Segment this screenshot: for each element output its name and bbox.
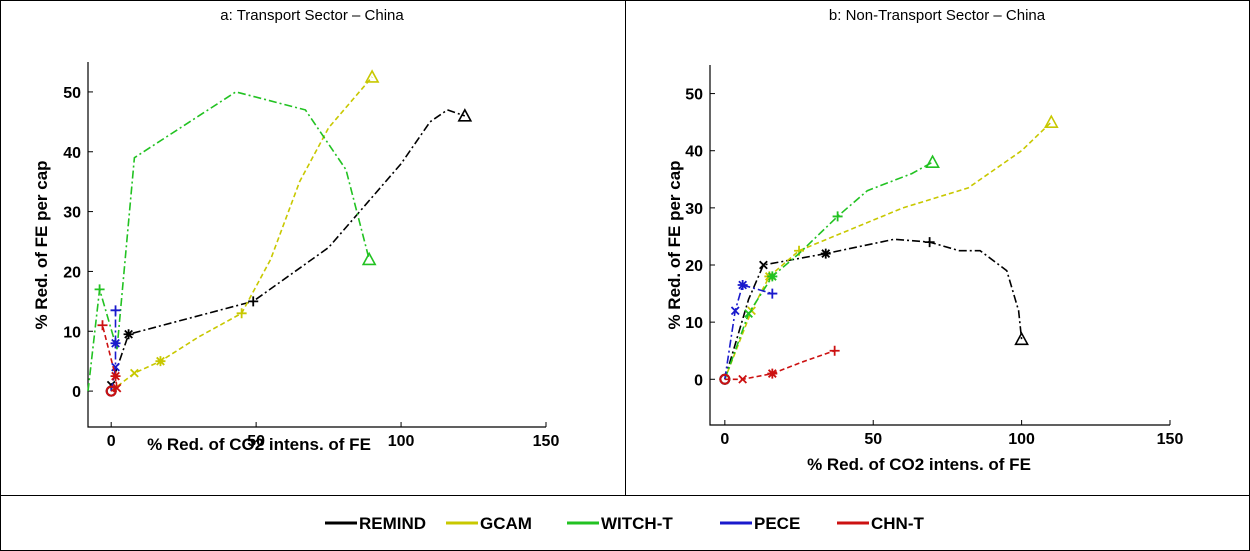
data-point-remind [457,108,473,122]
axis-lines [87,62,546,428]
data-point-chn-t [97,320,108,331]
y-tick-label: 50 [685,87,703,104]
y-tick-label: 20 [63,264,81,281]
data-point-witch-t [767,271,778,282]
x-tick-label: 0 [107,433,116,450]
legend: REMIND GCAM WITCH-T PECE CHN-T [325,514,924,533]
x-tick-label: 0 [720,431,729,448]
data-point-gcam [364,69,380,83]
x-tick-label: 100 [1008,431,1035,448]
y-tick-label: 40 [685,144,703,161]
legend-item-remind: REMIND [325,514,426,533]
data-point-witch-t [832,211,843,222]
panel-a-title: a: Transport Sector – China [220,7,404,24]
data-point-witch-t [94,284,105,295]
legend-item-gcam: GCAM [446,514,532,533]
y-tick-label: 30 [685,201,703,218]
legend-label: CHN-T [871,514,924,533]
data-point-remind [924,237,935,248]
data-point-chn-t [110,371,121,382]
data-point-chn-t [767,368,778,379]
axis-lines [709,65,1170,426]
data-point-remind [820,248,831,259]
data-point-witch-t [361,251,377,266]
data-point-remind [248,296,259,307]
x-tick-label: 50 [247,433,265,450]
data-point-chn-t [738,374,748,384]
series-line-witch-t [87,91,370,392]
y-tick-label: 50 [63,85,81,102]
panel-a-ylabel: % Red. of FE per cap [32,160,51,329]
data-point-gcam [1043,114,1059,128]
x-tick-label: 100 [388,433,415,450]
legend-label: PECE [754,514,800,533]
data-point-chn-t [105,385,117,397]
series-line-pece [724,284,773,380]
data-point-pece [737,280,748,290]
y-tick-label: 10 [685,315,703,332]
legend-label: WITCH-T [601,514,673,533]
data-point-remind [759,260,768,270]
data-point-gcam [155,356,166,367]
data-point-gcam [129,368,139,378]
panel-a-xlabel: % Red. of CO2 intens. of FE [147,435,371,454]
series-line-chn-t [101,325,118,392]
data-point-witch-t [925,154,940,168]
y-tick-label: 20 [685,258,703,275]
panel-a-plot: 0 50 100 150 0 10 20 30 40 50 [63,62,559,450]
data-point-remind [1014,331,1029,346]
data-point-pece [110,338,121,349]
x-tick-label: 150 [1157,431,1184,448]
data-point-chn-t [112,383,122,393]
x-tick-label: 150 [533,433,560,450]
legend-item-pece: PECE [720,514,800,533]
data-point-remind [123,329,134,340]
data-point-pece [730,306,740,316]
data-point-witch-t [744,309,753,318]
y-tick-label: 0 [72,384,81,401]
panel-b-title: b: Non-Transport Sector – China [829,7,1046,24]
panel-b-plot: 0 50 100 150 0 10 20 30 40 50 [685,65,1183,448]
panel-b-ylabel: % Red. of FE per cap [665,160,684,329]
data-point-pece [110,305,121,316]
y-tick-label: 30 [63,205,81,222]
legend-label: GCAM [480,514,532,533]
y-tick-label: 40 [63,145,81,162]
y-tick-label: 10 [63,324,81,341]
legend-item-witch-t: WITCH-T [567,514,673,533]
data-point-pece [767,288,778,299]
data-point-chn-t [719,373,731,385]
y-tick-label: 0 [694,372,703,389]
panel-b-xlabel: % Red. of CO2 intens. of FE [807,455,1031,474]
data-point-gcam [236,308,247,319]
data-point-chn-t [829,345,840,356]
legend-label: REMIND [359,514,426,533]
legend-item-chn-t: CHN-T [837,514,924,533]
x-tick-label: 50 [864,431,882,448]
